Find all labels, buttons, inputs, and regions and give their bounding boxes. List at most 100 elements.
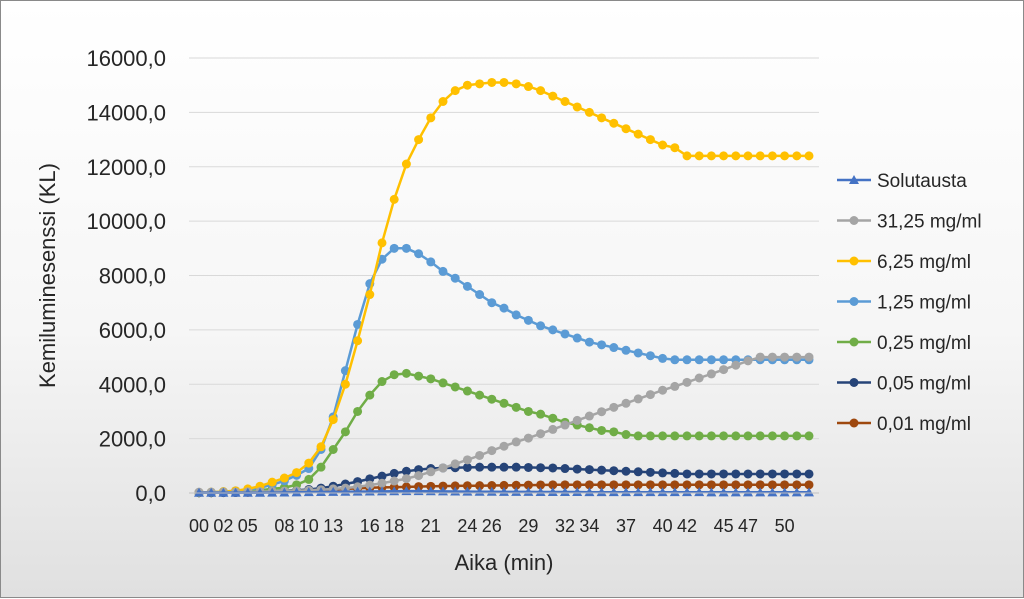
- data-point: [621, 487, 631, 497]
- legend-label: 6,25 mg/ml: [877, 252, 971, 273]
- data-point: [670, 431, 680, 441]
- data-point: [755, 151, 765, 161]
- data-point: [719, 365, 729, 375]
- data-point: [670, 381, 680, 391]
- data-point: [572, 333, 582, 343]
- data-point: [633, 394, 643, 404]
- data-point: [255, 487, 265, 497]
- series-line: [199, 355, 809, 494]
- series-0: [194, 486, 814, 497]
- data-point: [304, 458, 314, 468]
- data-point: [731, 151, 741, 161]
- data-point: [767, 151, 777, 161]
- x-tick-label: 18: [384, 516, 404, 536]
- data-point: [560, 97, 570, 106]
- data-point: [706, 469, 716, 479]
- data-point: [755, 431, 765, 441]
- legend-item: 1,25 mg/ml: [837, 293, 971, 314]
- data-point: [316, 442, 326, 452]
- data-point: [780, 469, 790, 479]
- data-point: [267, 487, 278, 497]
- data-point: [682, 151, 692, 161]
- data-point: [792, 352, 802, 362]
- legend-item: 0,25 mg/ml: [837, 333, 971, 354]
- x-tick-label: 08: [274, 516, 294, 536]
- data-point: [792, 151, 802, 161]
- data-point: [767, 431, 777, 441]
- legend-marker: [849, 175, 859, 184]
- data-point: [401, 466, 411, 476]
- data-point: [658, 468, 668, 478]
- data-point: [206, 487, 217, 497]
- x-axis-title: Aika (min): [454, 550, 553, 575]
- data-point: [475, 450, 485, 460]
- data-point: [462, 386, 472, 396]
- data-point: [462, 281, 472, 291]
- data-point: [462, 462, 472, 472]
- data-point: [536, 86, 546, 96]
- data-point: [316, 487, 326, 497]
- data-point: [499, 77, 509, 87]
- data-point: [584, 107, 594, 117]
- data-point: [523, 315, 533, 325]
- data-point: [719, 355, 729, 365]
- y-tick-label: 4000,0: [99, 372, 166, 397]
- data-point: [743, 151, 753, 161]
- data-point: [597, 340, 607, 350]
- data-point: [242, 487, 253, 497]
- x-tick-label: 13: [323, 516, 343, 536]
- data-point: [706, 369, 716, 379]
- data-point: [572, 415, 582, 425]
- data-point: [340, 427, 350, 437]
- data-point: [658, 385, 668, 395]
- data-point: [645, 467, 655, 477]
- data-point: [706, 431, 716, 441]
- data-point: [609, 402, 619, 412]
- data-point: [706, 480, 716, 490]
- legend-marker: [849, 378, 859, 387]
- data-point: [365, 390, 375, 400]
- data-point: [596, 487, 607, 497]
- data-point: [328, 445, 338, 454]
- data-point: [560, 480, 570, 490]
- data-point: [511, 402, 521, 412]
- data-point: [218, 487, 229, 497]
- data-point: [523, 486, 534, 496]
- data-point: [499, 480, 509, 490]
- y-tick-label: 10000,0: [86, 209, 166, 234]
- data-point: [353, 406, 363, 416]
- series-line: [198, 247, 809, 494]
- data-point: [682, 377, 692, 387]
- data-point: [682, 469, 692, 479]
- data-point: [401, 243, 411, 253]
- data-point: [719, 469, 729, 479]
- data-point: [560, 329, 570, 339]
- y-tick-label: 14000,0: [86, 100, 166, 125]
- data-point: [389, 370, 399, 380]
- data-point: [353, 319, 363, 329]
- data-point: [719, 431, 729, 441]
- data-point: [365, 480, 375, 490]
- data-point: [475, 290, 485, 300]
- data-point: [438, 97, 448, 106]
- legend-item: 6,25 mg/ml: [837, 252, 971, 273]
- data-point: [560, 464, 570, 474]
- data-point: [536, 429, 546, 439]
- data-point: [426, 113, 436, 123]
- data-point: [462, 80, 472, 90]
- legend-item: 0,01 mg/ml: [837, 414, 971, 435]
- data-point: [499, 303, 509, 313]
- data-point: [450, 273, 460, 283]
- data-point: [719, 151, 729, 161]
- series-2: [194, 77, 814, 497]
- data-point: [706, 355, 716, 365]
- legend-label: 0,05 mg/ml: [877, 374, 971, 395]
- data-point: [597, 480, 607, 490]
- data-point: [645, 351, 655, 361]
- data-point: [511, 437, 521, 447]
- data-point: [267, 477, 277, 487]
- data-point: [694, 431, 704, 441]
- data-point: [731, 480, 741, 490]
- data-point: [584, 480, 594, 490]
